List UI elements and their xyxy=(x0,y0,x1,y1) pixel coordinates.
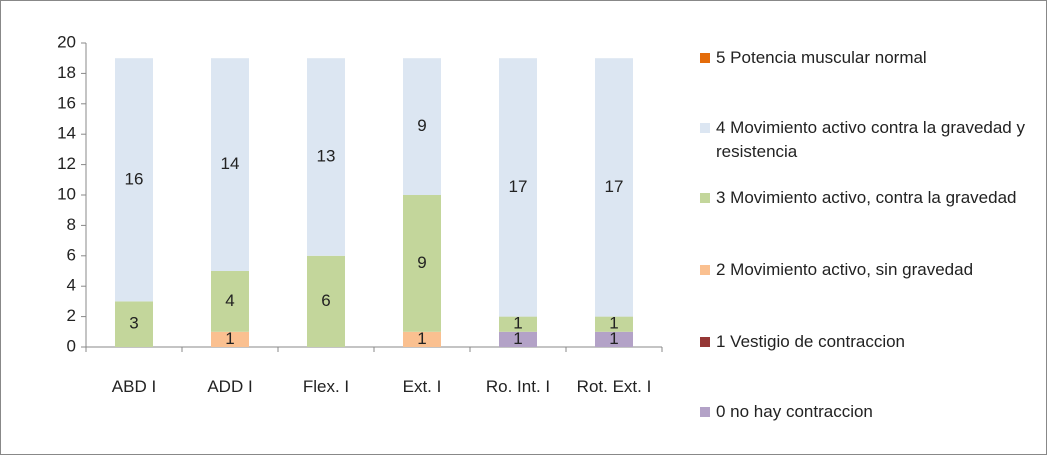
legend-label: 2 Movimiento activo, sin gravedad xyxy=(716,260,974,279)
bar-segment xyxy=(211,58,249,272)
legend-swatch xyxy=(700,337,710,347)
x-tick-label: Ext. I xyxy=(402,377,442,396)
legend-entry: 2 Movimiento activo, sin gravedad xyxy=(700,258,1046,282)
x-tick-label: Rot. Ext. I xyxy=(576,377,652,396)
legend-entry: 5 Potencia muscular normal xyxy=(700,46,1046,70)
bar-segment xyxy=(403,331,441,347)
legend-entry: 0 no hay contraccion xyxy=(700,400,1046,424)
data-label: 9 xyxy=(417,253,426,272)
legend-entry: 3 Movimiento activo, contra la gravedad xyxy=(700,186,1046,210)
y-tick-label: 4 xyxy=(67,276,76,295)
bar-segment xyxy=(115,301,153,347)
legend-label: 1 Vestigio de contraccion xyxy=(716,332,906,351)
data-label: 16 xyxy=(125,169,144,188)
legend-swatch xyxy=(700,53,710,63)
y-tick-label: 16 xyxy=(57,93,76,112)
bar-segment xyxy=(499,58,537,317)
data-label: 17 xyxy=(605,177,624,196)
y-tick-label: 14 xyxy=(57,124,76,143)
data-label: 6 xyxy=(321,291,330,310)
y-tick-label: 18 xyxy=(57,63,76,82)
legend-label: 3 Movimiento activo, contra la gravedad xyxy=(716,188,1017,207)
x-tick-label: ADD I xyxy=(207,377,253,396)
legend-label: 0 no hay contraccion xyxy=(716,402,873,421)
bar-segment xyxy=(211,331,249,347)
y-tick-label: 2 xyxy=(67,306,76,325)
data-label: 13 xyxy=(317,146,336,165)
data-label: 1 xyxy=(513,314,522,333)
x-tick-label: Ro. Int. I xyxy=(485,377,551,396)
data-label: 3 xyxy=(129,314,138,333)
y-tick-label: 20 xyxy=(57,32,76,51)
legend-entry: 4 Movimiento activo contra la gravedad y… xyxy=(700,116,1046,164)
data-label: 4 xyxy=(225,291,234,310)
bar-segment xyxy=(595,316,633,332)
legend-swatch xyxy=(700,407,710,417)
data-label: 1 xyxy=(225,329,234,348)
bar-segment xyxy=(307,255,345,347)
bar-segment xyxy=(499,316,537,332)
legend-swatch xyxy=(700,193,710,203)
y-tick-label: 12 xyxy=(57,154,76,173)
bar-segment xyxy=(115,58,153,302)
bar-segment xyxy=(403,58,441,196)
bar-segment xyxy=(211,271,249,332)
bar-segment xyxy=(403,195,441,332)
legend-label: 4 Movimiento activo contra la gravedad y… xyxy=(716,118,1025,161)
data-label: 1 xyxy=(609,314,618,333)
y-tick-label: 8 xyxy=(67,215,76,234)
data-label: 14 xyxy=(221,154,240,173)
bar-segment xyxy=(499,331,537,347)
x-tick-label: Flex. I xyxy=(302,377,350,396)
x-tick-label: ABD I xyxy=(111,377,157,396)
y-tick-label: 10 xyxy=(57,184,76,203)
y-tick-label: 0 xyxy=(67,336,76,355)
legend-label: 5 Potencia muscular normal xyxy=(716,48,927,67)
data-label: 1 xyxy=(417,329,426,348)
legend-swatch xyxy=(700,123,710,133)
y-tick-label: 6 xyxy=(67,245,76,264)
legend-entry: 1 Vestigio de contraccion xyxy=(700,330,1046,354)
legend-swatch xyxy=(700,265,710,275)
data-label: 9 xyxy=(417,116,426,135)
bar-segment xyxy=(595,58,633,317)
bar-segment xyxy=(595,331,633,347)
bar-segment xyxy=(307,58,345,256)
data-label: 17 xyxy=(509,177,528,196)
data-label: 1 xyxy=(609,329,618,348)
data-label: 1 xyxy=(513,329,522,348)
